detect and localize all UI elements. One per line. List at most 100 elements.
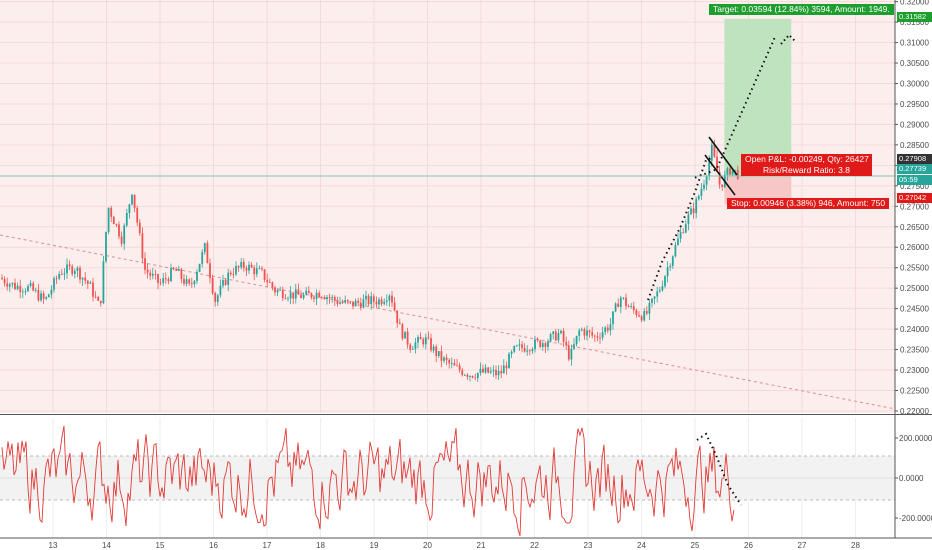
candle-body	[682, 232, 685, 234]
price-tag-target: 0.31582	[897, 12, 932, 22]
candle-body	[609, 324, 612, 331]
candle-body	[549, 334, 552, 342]
candle-body	[261, 268, 263, 270]
candle-body	[8, 284, 11, 287]
candle-body	[245, 268, 248, 271]
candle-body	[131, 194, 133, 205]
candle-body	[164, 278, 167, 280]
candle-body	[136, 208, 139, 223]
candle-body	[53, 278, 55, 290]
candle-body	[224, 280, 227, 285]
candle-body	[380, 299, 383, 304]
y-tick-label: 0.30000	[900, 80, 929, 89]
candle-body	[326, 297, 328, 300]
osc-tick-label: 0.0000	[899, 474, 924, 483]
candle-body	[513, 346, 516, 352]
candle-body	[359, 302, 362, 308]
candle-body	[120, 236, 123, 244]
candle-body	[375, 301, 378, 305]
candle-body	[718, 171, 721, 185]
x-tick-label: 26	[744, 541, 753, 550]
candle-body	[183, 278, 185, 284]
candle-body	[276, 290, 279, 293]
flag-pattern[interactable]	[647, 136, 738, 301]
trendline[interactable]	[0, 234, 896, 410]
y-tick-label: 0.26500	[900, 223, 929, 232]
x-tick-label: 19	[370, 541, 379, 550]
candle-body	[664, 276, 666, 287]
candle-body	[583, 329, 586, 336]
candle-body	[482, 368, 484, 373]
candle-body	[721, 184, 724, 188]
osc-tick-label: -200.0000	[899, 514, 932, 523]
candle-body	[703, 184, 705, 189]
candle-body	[713, 144, 716, 157]
candle-body	[365, 295, 367, 300]
candle-body	[320, 297, 323, 298]
candle-body	[617, 303, 620, 308]
candle-body	[391, 295, 393, 303]
stop-label[interactable]: Stop: 0.00946 (3.38%) 946, Amount: 750	[727, 198, 890, 209]
candle-body	[539, 340, 542, 347]
candle-body	[159, 282, 162, 284]
candle-body	[573, 344, 575, 349]
candle-body	[305, 290, 308, 295]
y-tick-label: 0.24500	[900, 305, 929, 314]
candle-body	[11, 282, 14, 285]
candle-body	[211, 278, 214, 294]
candle-body	[92, 282, 94, 297]
candle-body	[167, 279, 170, 282]
x-tick-label: 20	[423, 541, 432, 550]
candle-body	[344, 300, 347, 303]
candle-body	[89, 282, 92, 284]
candle-body	[705, 176, 708, 185]
pnl-label[interactable]: Open P&L: -0.00249, Qty: 26427 Risk/Rewa…	[741, 154, 872, 176]
candle-body	[666, 267, 669, 277]
candle-body	[32, 283, 35, 291]
candle-body	[1, 277, 3, 280]
candle-body	[279, 289, 282, 291]
candle-body	[487, 367, 490, 373]
candle-body	[497, 371, 500, 376]
y-tick-label: 0.31000	[900, 39, 929, 48]
candle-body	[40, 293, 42, 301]
candle-body	[463, 374, 466, 376]
candle-body	[528, 350, 531, 352]
candle-body	[16, 285, 19, 290]
candle-body	[294, 289, 297, 299]
candle-body	[531, 349, 534, 352]
candle-body	[417, 337, 419, 343]
candle-body	[193, 280, 196, 285]
candle-body	[157, 274, 159, 283]
candle-body	[71, 266, 74, 274]
candle-body	[133, 194, 136, 209]
candle-body	[138, 222, 141, 234]
y-tick-label: 0.30500	[900, 59, 929, 68]
target-label[interactable]: Target: 0.03594 (12.84%) 3594, Amount: 1…	[709, 4, 894, 15]
candle-body	[216, 295, 219, 302]
candle-body	[99, 300, 102, 304]
x-tick-label: 24	[637, 541, 646, 550]
candle-body	[388, 295, 391, 301]
candle-body	[476, 372, 479, 379]
candle-body	[643, 311, 646, 321]
candle-body	[112, 216, 115, 225]
candle-body	[638, 315, 640, 317]
price-tag-high: 0.27908	[897, 154, 932, 164]
candle-body	[419, 337, 422, 340]
candle-body	[66, 264, 68, 274]
candle-body	[367, 295, 370, 305]
candle-body	[188, 279, 191, 284]
candle-body	[60, 273, 63, 275]
candle-body	[409, 344, 412, 350]
candle-body	[118, 224, 120, 237]
candle-body	[677, 238, 679, 246]
candle-body	[651, 298, 653, 303]
x-tick-label: 28	[851, 541, 860, 550]
y-tick-label: 0.32000	[900, 0, 929, 7]
candle-body	[318, 292, 321, 298]
candle-body	[648, 302, 651, 314]
pnl-text: Open P&L: -0.00249, Qty: 26427	[745, 154, 869, 164]
x-tick-label: 25	[691, 541, 700, 550]
